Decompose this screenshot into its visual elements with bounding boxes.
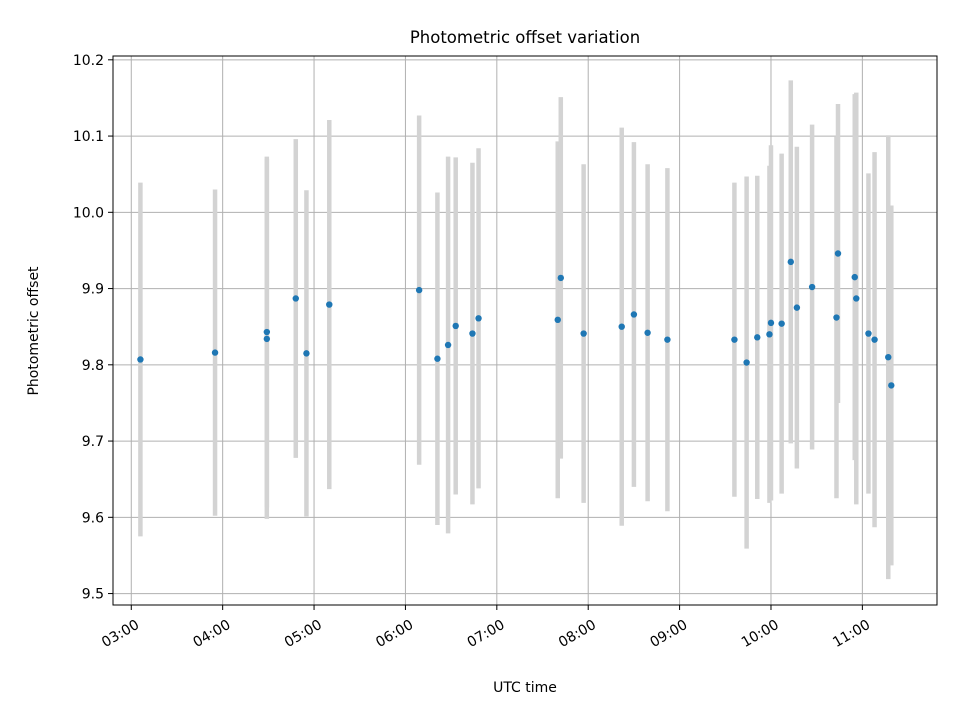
data-point xyxy=(469,330,476,337)
data-point xyxy=(475,315,482,322)
data-point xyxy=(618,323,625,330)
data-point xyxy=(554,316,561,324)
y-tick-label: 10.1 xyxy=(73,129,104,145)
data-point xyxy=(263,328,271,336)
data-point xyxy=(303,350,310,357)
data-point xyxy=(778,320,785,327)
data-point xyxy=(326,301,333,308)
data-point xyxy=(865,330,872,337)
data-point xyxy=(787,258,794,266)
y-axis-label: Photometric offset xyxy=(26,266,42,396)
data-point xyxy=(580,330,587,337)
data-point xyxy=(885,353,892,361)
data-point xyxy=(263,335,271,343)
data-point xyxy=(137,356,144,363)
data-point xyxy=(808,283,816,291)
y-tick-label: 9.5 xyxy=(82,587,104,603)
data-point xyxy=(766,331,773,338)
data-point xyxy=(630,311,638,318)
data-point xyxy=(452,322,459,330)
data-point xyxy=(557,274,564,282)
data-point xyxy=(851,273,858,281)
y-tick-label: 10.2 xyxy=(73,53,104,69)
y-tick-label: 9.7 xyxy=(82,434,104,450)
chart-title: Photometric offset variation xyxy=(410,28,640,47)
data-point xyxy=(793,304,801,311)
y-tick-label: 9.9 xyxy=(82,282,104,298)
x-axis-label: UTC time xyxy=(493,680,557,696)
data-point xyxy=(444,341,452,349)
y-tick-label: 10.0 xyxy=(73,205,104,221)
data-point xyxy=(664,336,671,343)
data-points xyxy=(137,250,895,389)
data-point xyxy=(415,286,423,294)
data-point xyxy=(292,295,299,302)
data-point xyxy=(888,382,895,389)
plot-frame xyxy=(112,55,938,606)
data-point xyxy=(731,336,738,343)
y-tick-label: 9.6 xyxy=(82,510,104,526)
y-tick-label: 9.8 xyxy=(82,358,104,374)
data-point xyxy=(871,336,878,343)
data-point xyxy=(833,314,840,321)
data-point xyxy=(644,329,651,336)
data-point xyxy=(767,319,775,327)
data-point xyxy=(743,359,750,366)
data-point xyxy=(211,349,219,356)
data-point xyxy=(434,355,441,362)
data-point xyxy=(754,334,761,341)
data-point xyxy=(834,250,842,257)
data-point xyxy=(853,295,860,302)
